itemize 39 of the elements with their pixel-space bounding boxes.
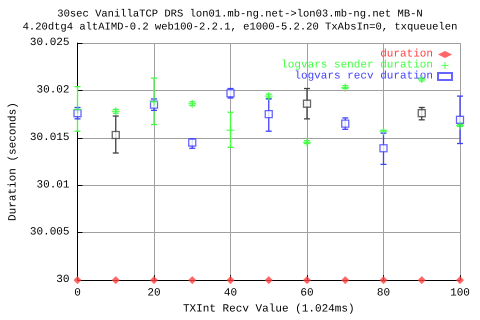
point (226, 126, 235, 134)
point (380, 276, 388, 284)
point (341, 276, 350, 284)
point (188, 138, 196, 147)
point (226, 276, 235, 284)
point (379, 144, 388, 152)
point (302, 100, 312, 108)
legend-label: logvars recv duration (294, 70, 433, 82)
point (303, 276, 312, 284)
x-tick-label: 80 (376, 288, 390, 300)
chart-title: 30sec VanillaTCP DRS lon01.mb-ng.net->lon03.mb-ng.net MB-N (57, 8, 423, 20)
y-tick-label: 30.025 (30, 37, 70, 49)
x-tick-label: 40 (224, 288, 238, 300)
point (341, 119, 350, 128)
x-axis-title: TXInt Recv Value (1.024ms) (182, 304, 355, 316)
point (74, 276, 82, 284)
point (264, 276, 273, 284)
y-tick-label: 30.01 (36, 179, 70, 192)
y-tick-label: 30.005 (30, 226, 70, 239)
chart-subtitle: 4.20dtg4 altAIMD-0.2 web100-2.2.1, e1000-5.2.20 TxAbsIn=0, txqueuelen (22, 22, 458, 34)
x-tick-label: 100 (450, 288, 470, 300)
y-tick-label: 30.015 (30, 132, 70, 144)
point (264, 110, 273, 118)
y-tick-label: 30.02 (36, 84, 70, 96)
x-tick-label: 60 (300, 288, 314, 300)
x-tick-label: 0 (74, 288, 81, 300)
x-tick-label: 20 (147, 288, 161, 300)
point (418, 276, 426, 284)
point (112, 276, 120, 284)
point (188, 276, 196, 284)
point (112, 130, 120, 140)
point (418, 109, 426, 118)
point (150, 276, 158, 284)
point (456, 116, 464, 124)
point (341, 84, 350, 92)
legend-label: duration (380, 48, 433, 60)
y-tick-label: 30 (56, 274, 70, 286)
legend-label: logvars sender duration (281, 60, 433, 72)
y-axis-title: Duration (seconds) (8, 102, 20, 221)
